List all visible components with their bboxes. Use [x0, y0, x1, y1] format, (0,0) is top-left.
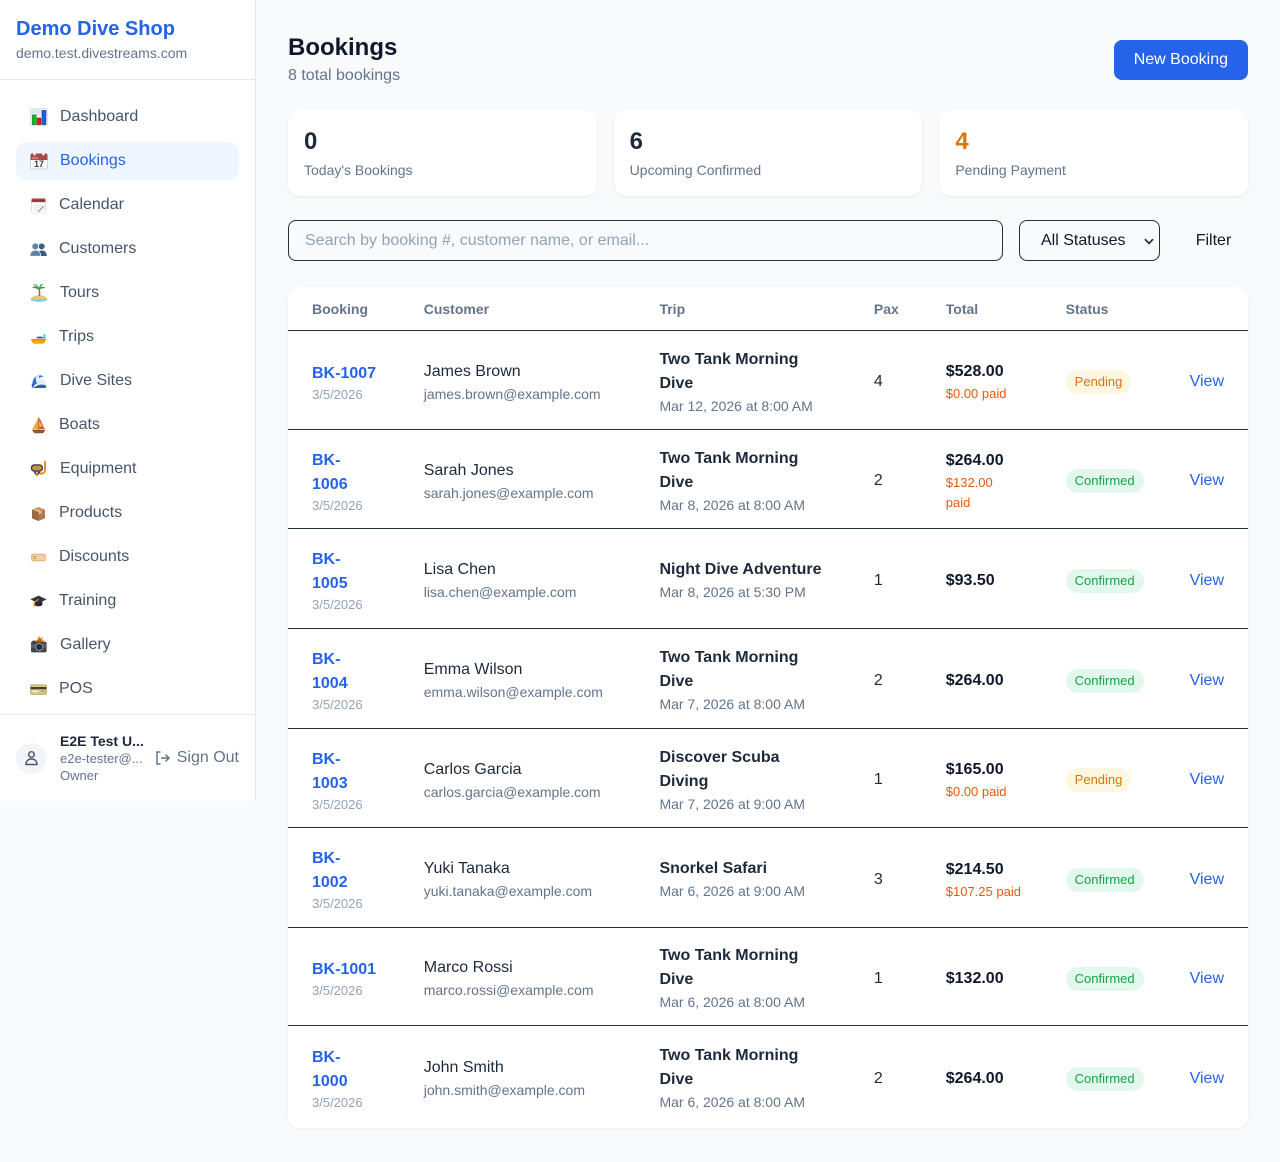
svg-text:17: 17 — [34, 159, 44, 169]
